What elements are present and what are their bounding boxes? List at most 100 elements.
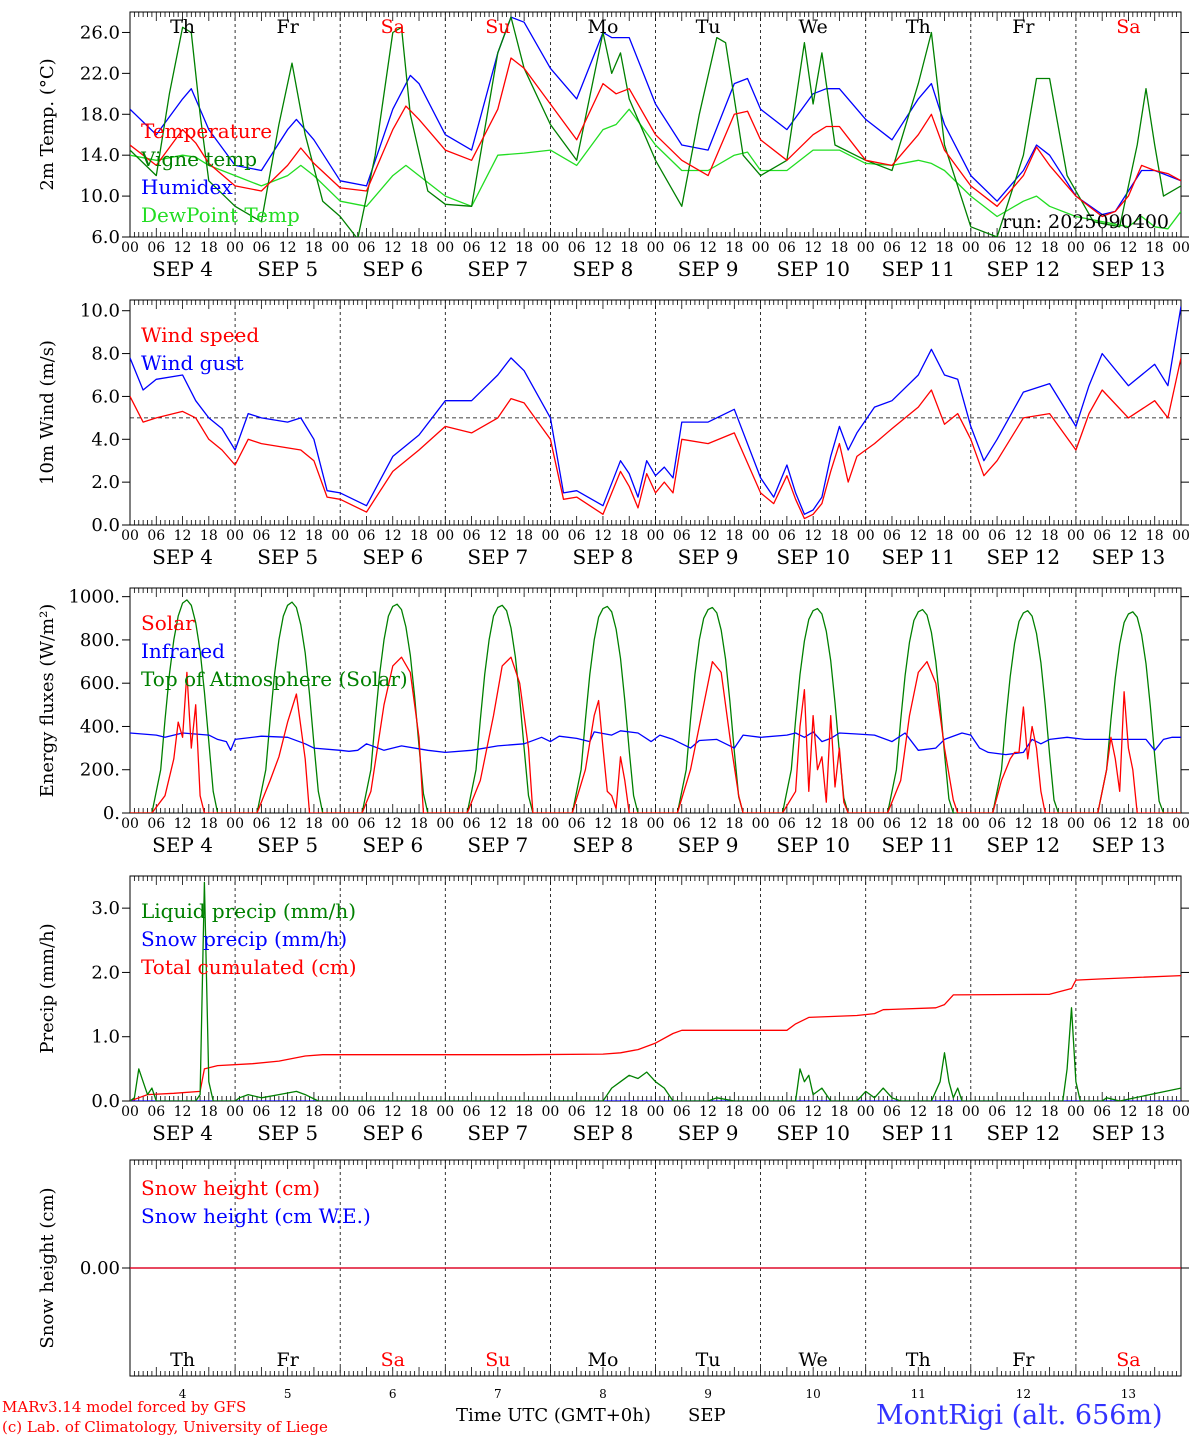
hour-label: 06 bbox=[778, 528, 796, 544]
weekday-label: Th bbox=[170, 16, 195, 38]
weekday-label: Sa bbox=[1116, 1349, 1140, 1371]
y-tick-label: 18.0 bbox=[80, 104, 120, 125]
hour-label: 12 bbox=[1120, 816, 1138, 832]
series-line-wind-gust bbox=[130, 306, 1181, 515]
hour-label: 06 bbox=[358, 240, 376, 256]
hour-label: 12 bbox=[1014, 240, 1032, 256]
hour-label: 18 bbox=[725, 240, 743, 256]
hour-label: 18 bbox=[515, 240, 533, 256]
hour-label: 06 bbox=[463, 1104, 481, 1120]
legend-entry: Humidex bbox=[141, 175, 233, 199]
hour-label: 18 bbox=[410, 816, 428, 832]
hour-label: 18 bbox=[725, 528, 743, 544]
hour-label: 00 bbox=[541, 816, 559, 832]
hour-label: 06 bbox=[673, 240, 691, 256]
hour-label: 12 bbox=[279, 528, 297, 544]
weekday-label: Tu bbox=[696, 16, 721, 38]
hour-label: 00 bbox=[647, 816, 665, 832]
hour-label: 12 bbox=[384, 1104, 402, 1120]
hour-label: 00 bbox=[226, 240, 244, 256]
hour-label: 00 bbox=[647, 240, 665, 256]
day-number-label: 8 bbox=[599, 1387, 607, 1401]
hour-label: 12 bbox=[594, 528, 612, 544]
weekday-label: Sa bbox=[1116, 16, 1140, 38]
hour-label: 18 bbox=[1041, 1104, 1059, 1120]
date-label: SEP 6 bbox=[362, 1121, 423, 1145]
hour-label: 00 bbox=[226, 528, 244, 544]
hour-label: 18 bbox=[305, 1104, 323, 1120]
hour-label: 06 bbox=[568, 816, 586, 832]
hour-label: 00 bbox=[962, 816, 980, 832]
date-label: SEP 6 bbox=[362, 833, 423, 857]
hour-label: 06 bbox=[358, 1104, 376, 1120]
date-label: SEP 10 bbox=[776, 833, 850, 857]
hour-label: 18 bbox=[410, 528, 428, 544]
y-tick-label: 8.0 bbox=[91, 344, 120, 365]
date-label: SEP 7 bbox=[467, 1121, 528, 1145]
hour-label: 12 bbox=[1014, 1104, 1032, 1120]
weekday-label: Th bbox=[906, 1349, 931, 1371]
series-line-humidex bbox=[130, 16, 1181, 216]
hour-label: 12 bbox=[174, 528, 192, 544]
series-line-liquid-precip-mm-h bbox=[130, 881, 1181, 1101]
hour-label: 12 bbox=[804, 240, 822, 256]
hour-label: 00 bbox=[1172, 1104, 1190, 1120]
hour-label: 00 bbox=[962, 1104, 980, 1120]
weekday-label: Su bbox=[485, 1349, 510, 1371]
hour-label: 06 bbox=[1093, 1104, 1111, 1120]
hour-label: 18 bbox=[831, 1104, 849, 1120]
y-tick-label: 26.0 bbox=[80, 22, 120, 43]
weekday-label: Fr bbox=[277, 1349, 300, 1371]
weekday-label: Mo bbox=[587, 1349, 618, 1371]
date-label: SEP 9 bbox=[678, 1121, 739, 1145]
hour-label: 00 bbox=[541, 528, 559, 544]
series-line-infrared bbox=[130, 730, 1181, 756]
hour-label: 12 bbox=[174, 240, 192, 256]
legend-entry: Wind speed bbox=[141, 323, 259, 347]
hour-label: 00 bbox=[1172, 528, 1190, 544]
hour-label: 00 bbox=[121, 816, 139, 832]
date-label: SEP 11 bbox=[881, 833, 955, 857]
hour-label: 18 bbox=[515, 816, 533, 832]
hour-label: 12 bbox=[489, 816, 507, 832]
series-line-wind-speed bbox=[130, 357, 1181, 520]
hour-label: 18 bbox=[200, 240, 218, 256]
hour-label: 12 bbox=[174, 816, 192, 832]
date-label: SEP 4 bbox=[152, 1121, 213, 1145]
hour-label: 06 bbox=[778, 1104, 796, 1120]
hour-label: 12 bbox=[804, 816, 822, 832]
hour-label: 18 bbox=[1041, 816, 1059, 832]
day-number-label: 10 bbox=[806, 1387, 821, 1401]
hour-label: 18 bbox=[936, 240, 954, 256]
hour-label: 06 bbox=[463, 816, 481, 832]
hour-label: 00 bbox=[331, 1104, 349, 1120]
hour-label: 00 bbox=[962, 528, 980, 544]
weekday-label: Sa bbox=[381, 1349, 405, 1371]
y-tick-label: 200. bbox=[80, 760, 120, 781]
hour-label: 18 bbox=[620, 816, 638, 832]
hour-label: 06 bbox=[883, 1104, 901, 1120]
hour-label: 12 bbox=[279, 240, 297, 256]
legend-entry: Solar bbox=[141, 611, 195, 635]
hour-label: 18 bbox=[831, 528, 849, 544]
series-group bbox=[130, 306, 1181, 520]
hour-label: 00 bbox=[1067, 528, 1085, 544]
weekday-label: Th bbox=[906, 16, 931, 38]
hour-label: 06 bbox=[883, 528, 901, 544]
hour-label: 18 bbox=[620, 240, 638, 256]
date-label: SEP 11 bbox=[881, 1121, 955, 1145]
panel-4: 0.0 1.0 2.0 3.0 Precip (mm/h) Liquid precip (… bbox=[37, 875, 1190, 1145]
y-tick-label: 3.0 bbox=[91, 898, 120, 919]
hour-label: 00 bbox=[647, 528, 665, 544]
hour-label: 00 bbox=[541, 1104, 559, 1120]
credit-line-2: (c) Lab. of Climatology, University of L… bbox=[2, 1418, 328, 1436]
hour-label: 12 bbox=[489, 1104, 507, 1120]
legend-entry: Temperature bbox=[141, 119, 272, 143]
hour-label: 06 bbox=[463, 528, 481, 544]
hour-label: 06 bbox=[1093, 528, 1111, 544]
hour-label: 00 bbox=[121, 528, 139, 544]
hour-label: 12 bbox=[1120, 1104, 1138, 1120]
hour-label: 00 bbox=[647, 1104, 665, 1120]
date-label: SEP 8 bbox=[573, 833, 634, 857]
